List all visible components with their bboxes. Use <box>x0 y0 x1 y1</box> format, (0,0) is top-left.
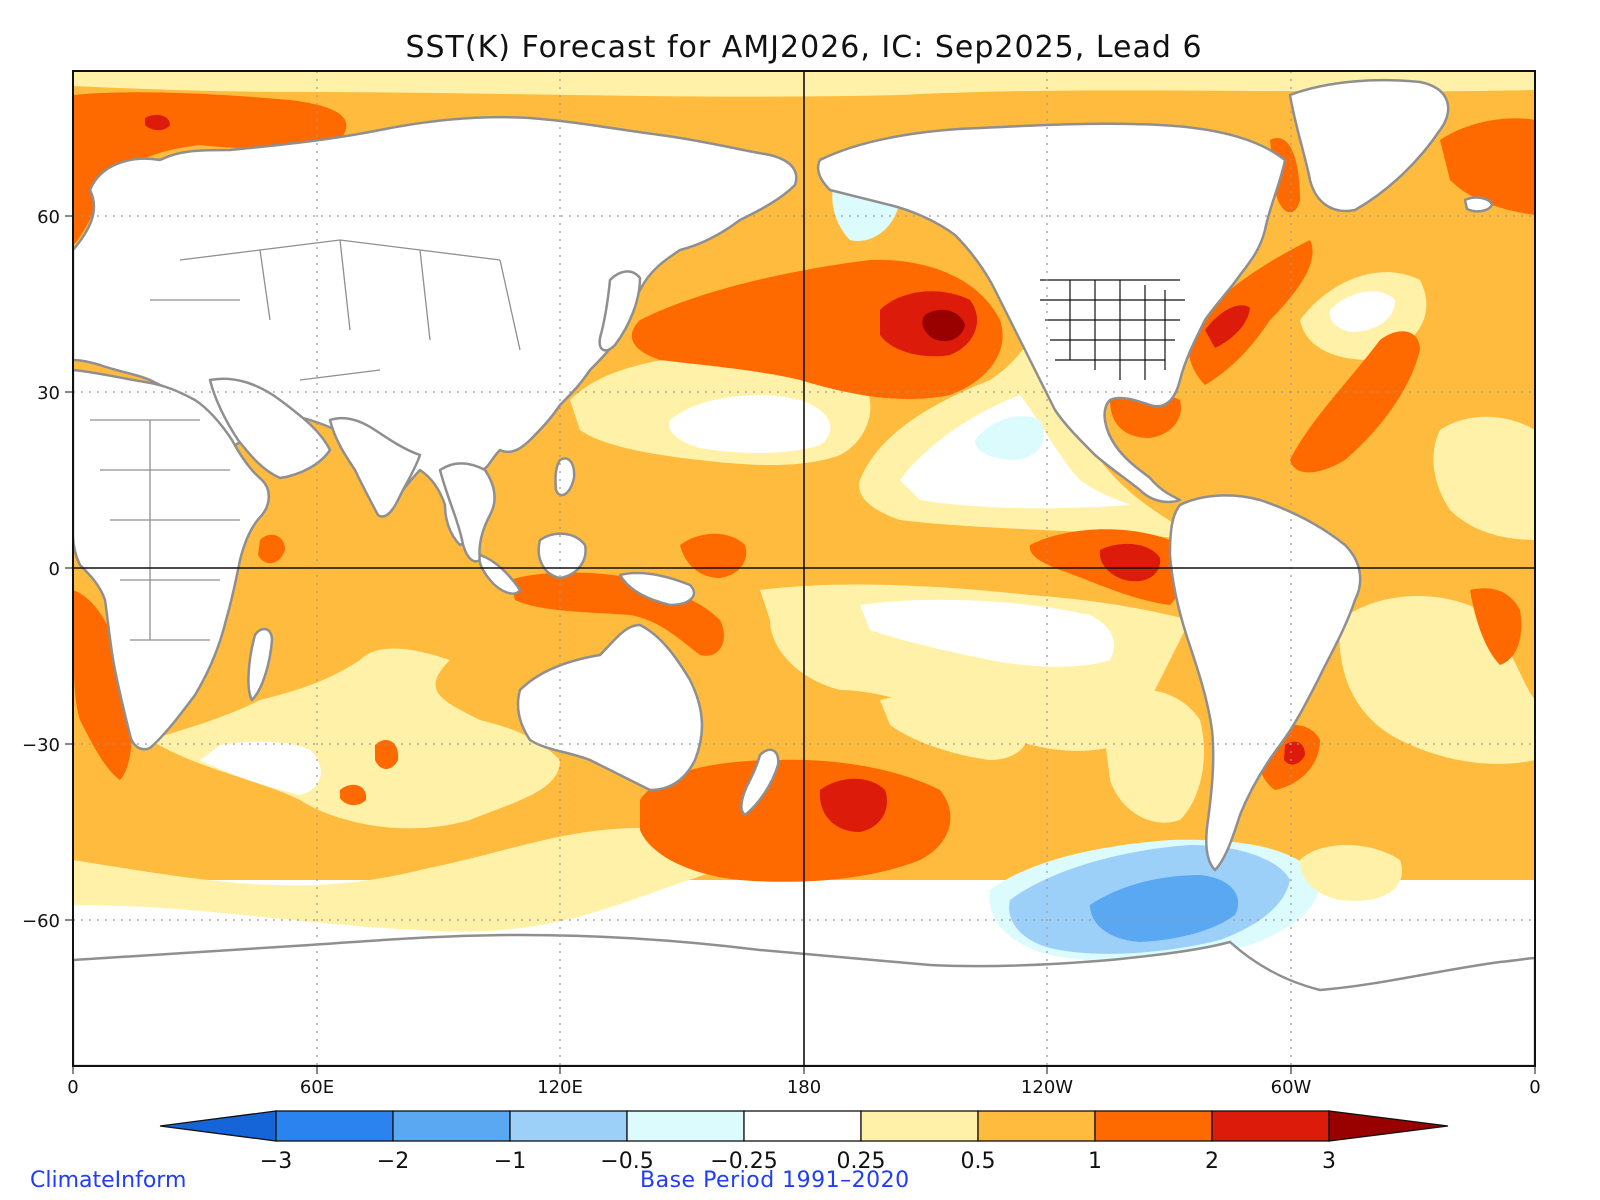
land-africa <box>73 368 270 751</box>
y-tick-label: −60 <box>22 911 60 932</box>
us-state-grid <box>1040 279 1185 380</box>
x-tick-label: 0 <box>1529 1077 1540 1098</box>
land-se-asia <box>438 462 496 563</box>
land-new-guinea <box>618 571 696 607</box>
se-pacific-cool-2 <box>1090 875 1239 942</box>
southern-ocean-pale-band <box>73 828 720 932</box>
colorbar-segment <box>509 1110 628 1142</box>
x-axis-ticks: 0 60E 120E 180 120W 60W 0 <box>67 1066 1541 1098</box>
colorbar-label: −0.5 <box>600 1149 653 1174</box>
land-japan <box>598 270 642 352</box>
colorbar-label: −1 <box>494 1149 526 1174</box>
land-iceland <box>1463 196 1494 213</box>
land-madagascar <box>247 627 274 702</box>
s-pacific-neutral <box>860 599 1114 667</box>
s-atlantic-pale-2 <box>1300 845 1402 901</box>
colorbar-segment <box>1094 1110 1213 1142</box>
africa-borders <box>90 419 240 641</box>
land-south-america <box>1168 494 1362 872</box>
indian-ocean-neutral <box>200 741 321 795</box>
somali-warm <box>258 534 285 564</box>
colorbar-label: −0.25 <box>710 1149 777 1174</box>
y-axis-ticks: 60 30 0 −30 −60 <box>22 207 73 932</box>
gulf-stream-hot <box>1205 305 1250 348</box>
land-greenland <box>1288 78 1450 213</box>
y-tick-label: −30 <box>22 735 60 756</box>
land-philippines <box>554 457 576 497</box>
y-tick-label: 0 <box>49 559 60 580</box>
s-pacific-pale-2 <box>880 693 1029 760</box>
x-tick-label: 60E <box>300 1077 334 1098</box>
land-new-zealand <box>740 748 780 817</box>
colorbar-label: 0.5 <box>961 1149 996 1174</box>
indian-ocean-pale <box>150 648 560 829</box>
x-tick-label: 120E <box>537 1077 583 1098</box>
colorbar-upper-arrow <box>1328 1110 1449 1142</box>
country-borders <box>90 239 521 641</box>
south-pacific-warm <box>640 759 951 882</box>
map-title: SST(K) Forecast for AMJ2026, IC: Sep2025… <box>405 30 1202 65</box>
greenland-sea-warm <box>1440 118 1535 215</box>
arctic-atlantic-warm <box>73 92 347 245</box>
colorbar-label: 2 <box>1205 1149 1219 1174</box>
colorbar-label: −3 <box>260 1149 292 1174</box>
admin-borders <box>1040 279 1185 380</box>
colorbar-segment <box>1211 1110 1330 1142</box>
e-s-atlantic-warm <box>1470 588 1522 665</box>
w-pacific-warm-blob <box>680 533 747 578</box>
land-arabia <box>208 377 332 480</box>
land-australia <box>516 623 704 792</box>
e-atlantic-pale <box>1433 416 1535 540</box>
x-tick-label: 120W <box>1021 1077 1073 1098</box>
colorbar-segment <box>275 1110 394 1142</box>
colorbar-label: −2 <box>377 1149 409 1174</box>
y-tick-label: 60 <box>37 207 60 228</box>
colorbar-segment <box>743 1110 862 1142</box>
indian-ocean-warm-2 <box>340 784 367 806</box>
colorbar-lower-arrow <box>159 1110 277 1142</box>
gulf-stream-warm <box>1188 240 1313 385</box>
mid-atlantic-warm <box>1290 331 1420 473</box>
eurasia-borders <box>150 239 521 381</box>
colorbar: −3 −2 −1 −0.5 −0.25 0.25 0.5 1 2 3 <box>159 1110 1449 1174</box>
colorbar-segment <box>860 1110 979 1142</box>
south-pacific-hot <box>819 778 888 832</box>
north-pacific-extreme <box>922 309 965 342</box>
w-africa-warm <box>73 590 132 780</box>
colorbar-segment <box>977 1110 1096 1142</box>
se-pacific-pale <box>1100 689 1204 823</box>
x-tick-label: 0 <box>67 1077 78 1098</box>
base-period-label: Base Period 1991–2020 <box>640 1168 910 1193</box>
land-borneo <box>537 532 587 580</box>
n-atlantic-neutral <box>1329 291 1395 332</box>
colorbar-label: 1 <box>1088 1149 1102 1174</box>
x-tick-label: 60W <box>1271 1077 1312 1098</box>
indian-ocean-warm-1 <box>375 740 399 769</box>
barents-hot <box>145 114 170 131</box>
colorbar-segment <box>392 1110 511 1142</box>
land-india <box>328 416 422 518</box>
x-tick-label: 180 <box>787 1077 821 1098</box>
credit-label: ClimateInform <box>30 1168 187 1193</box>
colorbar-segment <box>626 1110 745 1142</box>
brazil-current-hot <box>1284 741 1305 765</box>
ne-pacific-cool <box>975 416 1044 460</box>
colorbar-label: 3 <box>1322 1149 1336 1174</box>
nw-pacific-neutral <box>669 395 831 453</box>
eq-pacific-hot <box>1099 543 1161 582</box>
y-tick-label: 30 <box>37 383 60 404</box>
land-north-america <box>816 122 1287 504</box>
colorbar-label: 0.25 <box>837 1149 886 1174</box>
